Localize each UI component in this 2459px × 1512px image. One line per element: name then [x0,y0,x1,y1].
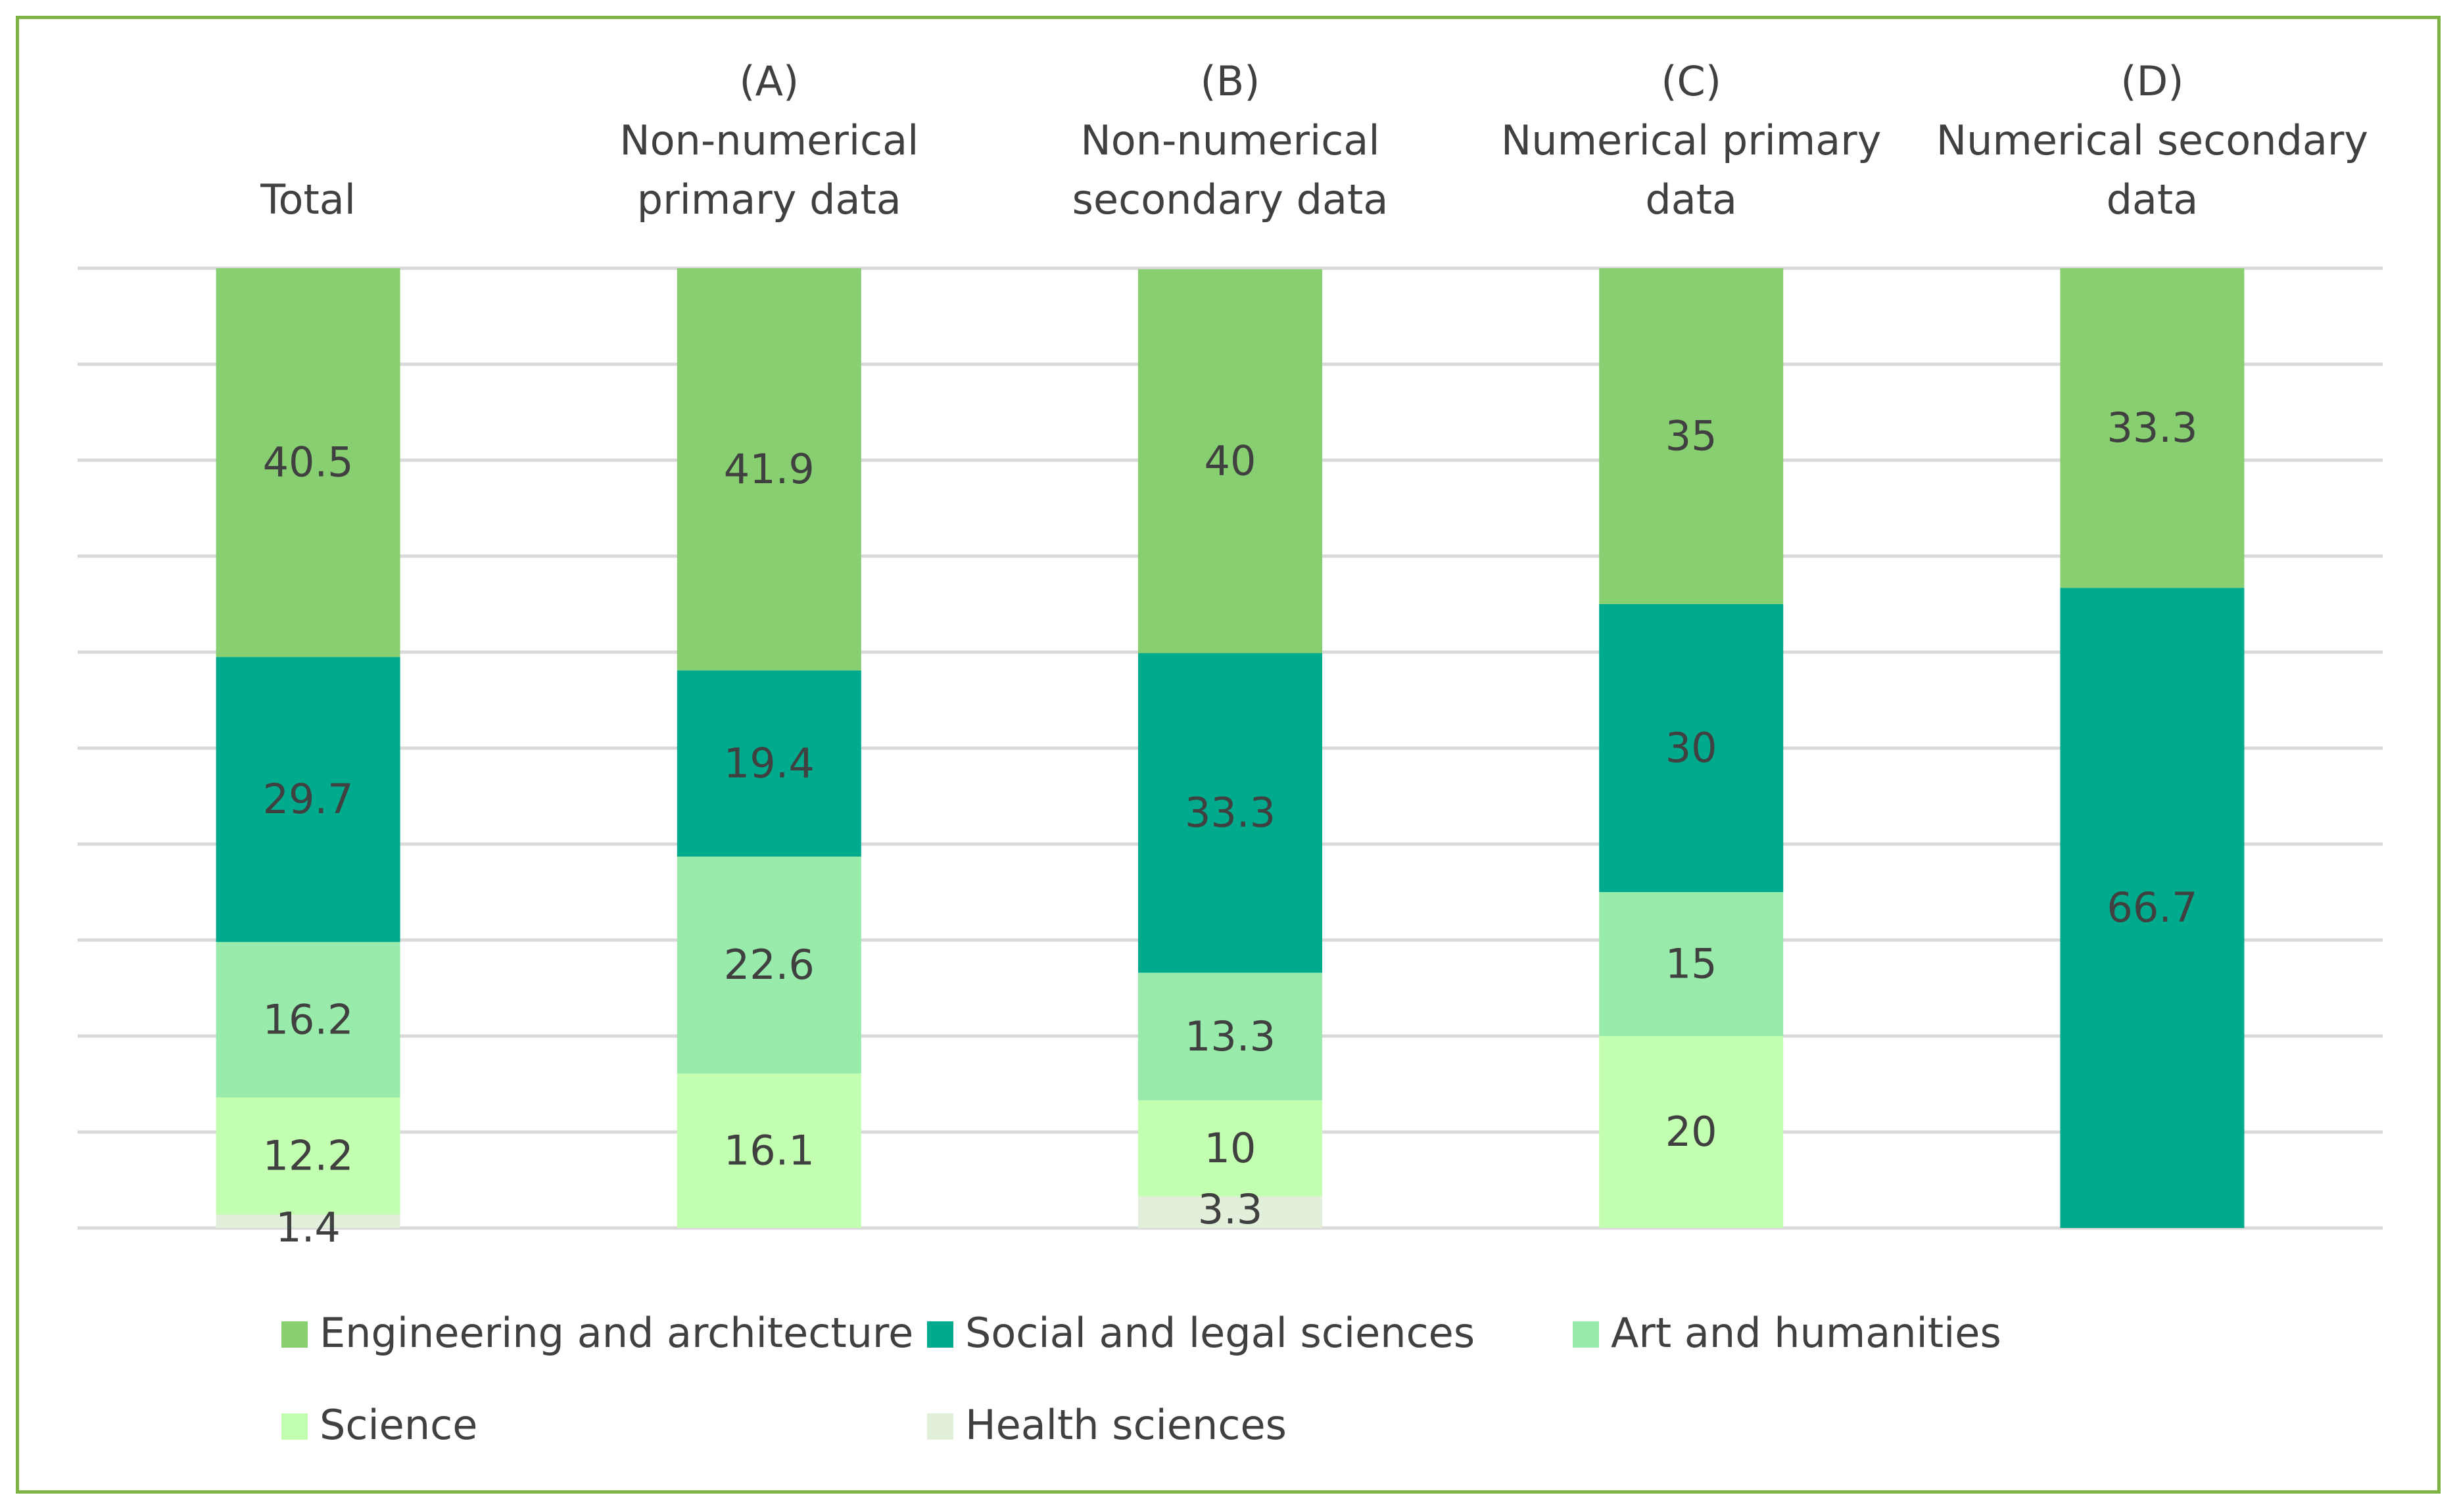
bar-engineering-and-architecture [1599,268,1784,604]
legend-label: Art and humanities [1611,1309,2001,1357]
bar-engineering-and-architecture [2060,268,2245,588]
legend-item-art-and-humanities: Art and humanities [1573,1309,2001,1357]
category-label: (B) Non-numerical secondary data [1072,57,1389,224]
legend-item-health-sciences: Health sciences [927,1401,1287,1449]
bars [216,268,2245,1228]
value-label: 10 [1205,1124,1256,1172]
category-label: (D) Numerical secondary data [1936,57,2368,224]
value-label: 16.1 [724,1127,815,1175]
value-label: 20 [1665,1108,1717,1156]
value-labels: 1.4 12.2 16.2 29.7 40.5 16.1 22.6 19.4 41.9 3.3 10… [263,404,2198,1251]
legend-label: Engineering and architecture [320,1309,913,1357]
bar-social-and-legal-sciences [216,657,400,942]
bar-science [1599,1036,1784,1228]
bar-health-sciences [1138,1196,1322,1228]
bar-art-and-humanities [677,856,861,1074]
legend: Engineering and architecture Social and l… [281,1309,2001,1449]
bar-art-and-humanities [216,941,400,1098]
value-label: 33.3 [1185,789,1276,837]
value-label: 3.3 [1198,1185,1263,1233]
bar-social-and-legal-sciences [2060,588,2245,1228]
category-label-line: data [1645,176,1737,224]
bar-social-and-legal-sciences [677,670,861,857]
legend-label: Social and legal sciences [965,1309,1475,1357]
category-label: (A) Non-numerical primary data [619,57,919,224]
category-label-line: (C) [1661,57,1721,105]
value-label: 66.7 [2107,884,2197,932]
value-label: 15 [1665,940,1717,988]
category-labels: Total (A) Non-numerical primary data (B) Non-… [260,57,2368,224]
value-label: 16.2 [263,995,354,1043]
category-label-line: secondary data [1072,176,1389,224]
value-label: 13.3 [1185,1012,1276,1060]
value-label: 19.4 [724,739,815,787]
bar-art-and-humanities [1138,972,1322,1100]
legend-item-social-and-legal-sciences: Social and legal sciences [927,1309,1475,1357]
legend-swatch [281,1321,308,1348]
category-label-line: (D) [2120,57,2184,105]
bar-social-and-legal-sciences [1138,653,1322,973]
value-label: 41.9 [724,445,815,493]
bar-engineering-and-architecture [677,268,861,671]
value-label: 35 [1665,412,1717,460]
bar-engineering-and-architecture [216,268,400,657]
category-label: (C) Numerical primary data [1501,57,1882,224]
value-label: 29.7 [263,775,354,823]
category-label-line: (A) [739,57,799,105]
bar-engineering-and-architecture [1138,269,1322,653]
category-label-line: Non-numerical [619,116,919,164]
bar-art-and-humanities [1599,892,1784,1036]
bar-health-sciences [216,1214,400,1228]
value-label: 12.2 [263,1132,354,1180]
category-label-line: Numerical secondary [1936,116,2368,164]
category-label-line: data [2107,176,2199,224]
legend-swatch [281,1413,308,1440]
category-label-line: Non-numerical [1080,116,1379,164]
value-label: 40.5 [263,438,354,486]
category-label-line: primary data [637,176,901,224]
value-label: 1.4 [275,1204,341,1252]
category-label-line: Numerical primary [1501,116,1882,164]
category-label-line: Total [260,176,356,224]
bar-science [677,1073,861,1228]
legend-label: Health sciences [965,1401,1287,1449]
value-label: 30 [1665,724,1717,772]
category-label: Total [260,176,356,224]
bar-science [1138,1100,1322,1196]
value-label: 33.3 [2107,404,2197,452]
legend-swatch [927,1413,953,1440]
legend-item-engineering-and-architecture: Engineering and architecture [281,1309,913,1357]
value-label: 22.6 [724,941,815,989]
category-label-line: (B) [1201,57,1260,105]
bar-science [216,1097,400,1215]
legend-label: Science [320,1401,477,1449]
value-label: 40 [1205,437,1256,485]
legend-item-science: Science [281,1401,477,1449]
bar-social-and-legal-sciences [1599,604,1784,892]
legend-swatch [1573,1321,1599,1348]
legend-swatch [927,1321,953,1348]
